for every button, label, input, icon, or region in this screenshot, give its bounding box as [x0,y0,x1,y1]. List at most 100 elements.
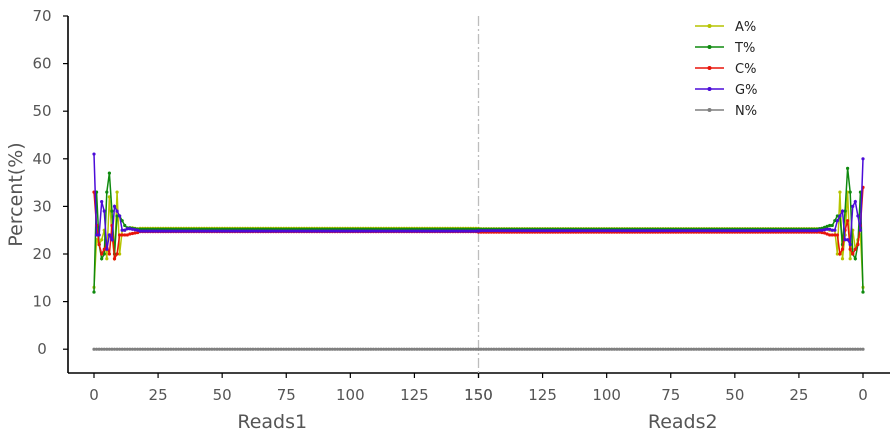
data-point-g [558,229,563,233]
data-point-g [476,229,481,233]
data-point-g [387,229,391,233]
data-point-n [476,347,481,351]
x-tick-label-reads1: 150 [464,386,493,404]
data-point-n [548,347,552,351]
data-point-n [92,347,96,351]
data-point-n [166,347,170,351]
data-point-n [464,347,468,351]
data-point-n [174,347,178,351]
data-point-n [338,347,342,351]
data-point-g [143,229,147,233]
data-point-g [364,229,368,233]
data-point-g [289,229,293,233]
data-point-n [587,347,591,351]
data-point-g [266,229,270,233]
data-point-n [615,347,619,351]
data-point-g [840,209,845,213]
data-point-n [738,347,742,351]
data-point-g [817,228,822,232]
data-point-t [830,223,834,228]
data-point-g [171,229,176,233]
data-point-g [115,209,119,213]
data-point-g [466,229,470,233]
data-point-c [830,233,834,237]
data-point-g [710,229,714,233]
data-point-c [102,247,106,251]
data-point-c [123,233,127,237]
data-point-n [458,347,463,351]
data-point-g [689,229,693,233]
legend-item-t: T% [695,41,755,56]
legend-label: N% [735,104,757,119]
data-point-n [492,347,496,351]
data-point-g [128,227,132,231]
data-point-g [479,229,483,233]
data-point-g [156,229,160,233]
x-tick-label-reads1: 0 [89,386,99,404]
data-point-n [246,347,250,351]
data-point-n [607,347,611,351]
data-point-n [720,347,724,351]
data-point-g [597,229,601,233]
data-point-g [251,229,255,233]
data-point-g [423,229,427,233]
data-point-g [374,229,378,233]
data-point-a [848,257,852,261]
data-point-g [433,229,437,233]
data-point-g [269,229,273,233]
data-point-c [835,233,839,237]
data-point-g [510,229,514,233]
data-point-n [115,347,119,351]
data-point-a [118,252,122,256]
data-point-n [861,347,865,351]
data-point-g [666,229,670,233]
data-point-n [617,347,622,351]
data-point-n [733,347,737,351]
data-point-n [294,347,299,351]
data-point-n [789,347,793,351]
data-point-g [356,229,360,233]
data-point-c [846,219,850,223]
data-point-c [833,233,837,237]
data-point-n [856,347,860,351]
data-point-g [223,229,227,233]
data-point-g [835,219,839,223]
data-point-t [833,219,837,223]
data-point-n [653,347,657,351]
data-point-n [164,347,168,351]
data-point-g [658,229,663,233]
data-point-g [92,152,96,156]
x-tick-label-reads2: 125 [528,386,557,404]
data-point-n [838,347,842,351]
data-point-n [758,347,763,351]
data-point-c [125,233,129,237]
data-point-t [825,224,829,228]
data-point-n [451,347,455,351]
data-point-g [515,229,519,233]
data-point-g [569,229,573,233]
data-point-n [356,347,360,351]
legend-item-g: G% [695,83,757,98]
data-point-n [725,347,729,351]
data-point-n [441,347,445,351]
data-point-g [361,229,365,233]
data-point-n [417,347,422,351]
data-point-g [594,229,599,233]
data-point-n [530,347,534,351]
data-point-g [756,229,760,233]
data-point-g [502,229,506,233]
data-point-g [259,229,263,233]
legend-item-c: C% [695,62,756,77]
data-point-g [333,229,337,233]
data-point-g [341,229,345,233]
data-point-a [835,252,839,256]
legend-label: G% [735,83,757,98]
data-point-n [466,347,470,351]
data-point-n [487,347,491,351]
data-point-c [851,252,855,256]
data-point-n [551,347,555,351]
data-point-n [707,347,711,351]
data-point-n [274,347,278,351]
data-point-g [458,229,463,233]
data-point-n [802,347,806,351]
